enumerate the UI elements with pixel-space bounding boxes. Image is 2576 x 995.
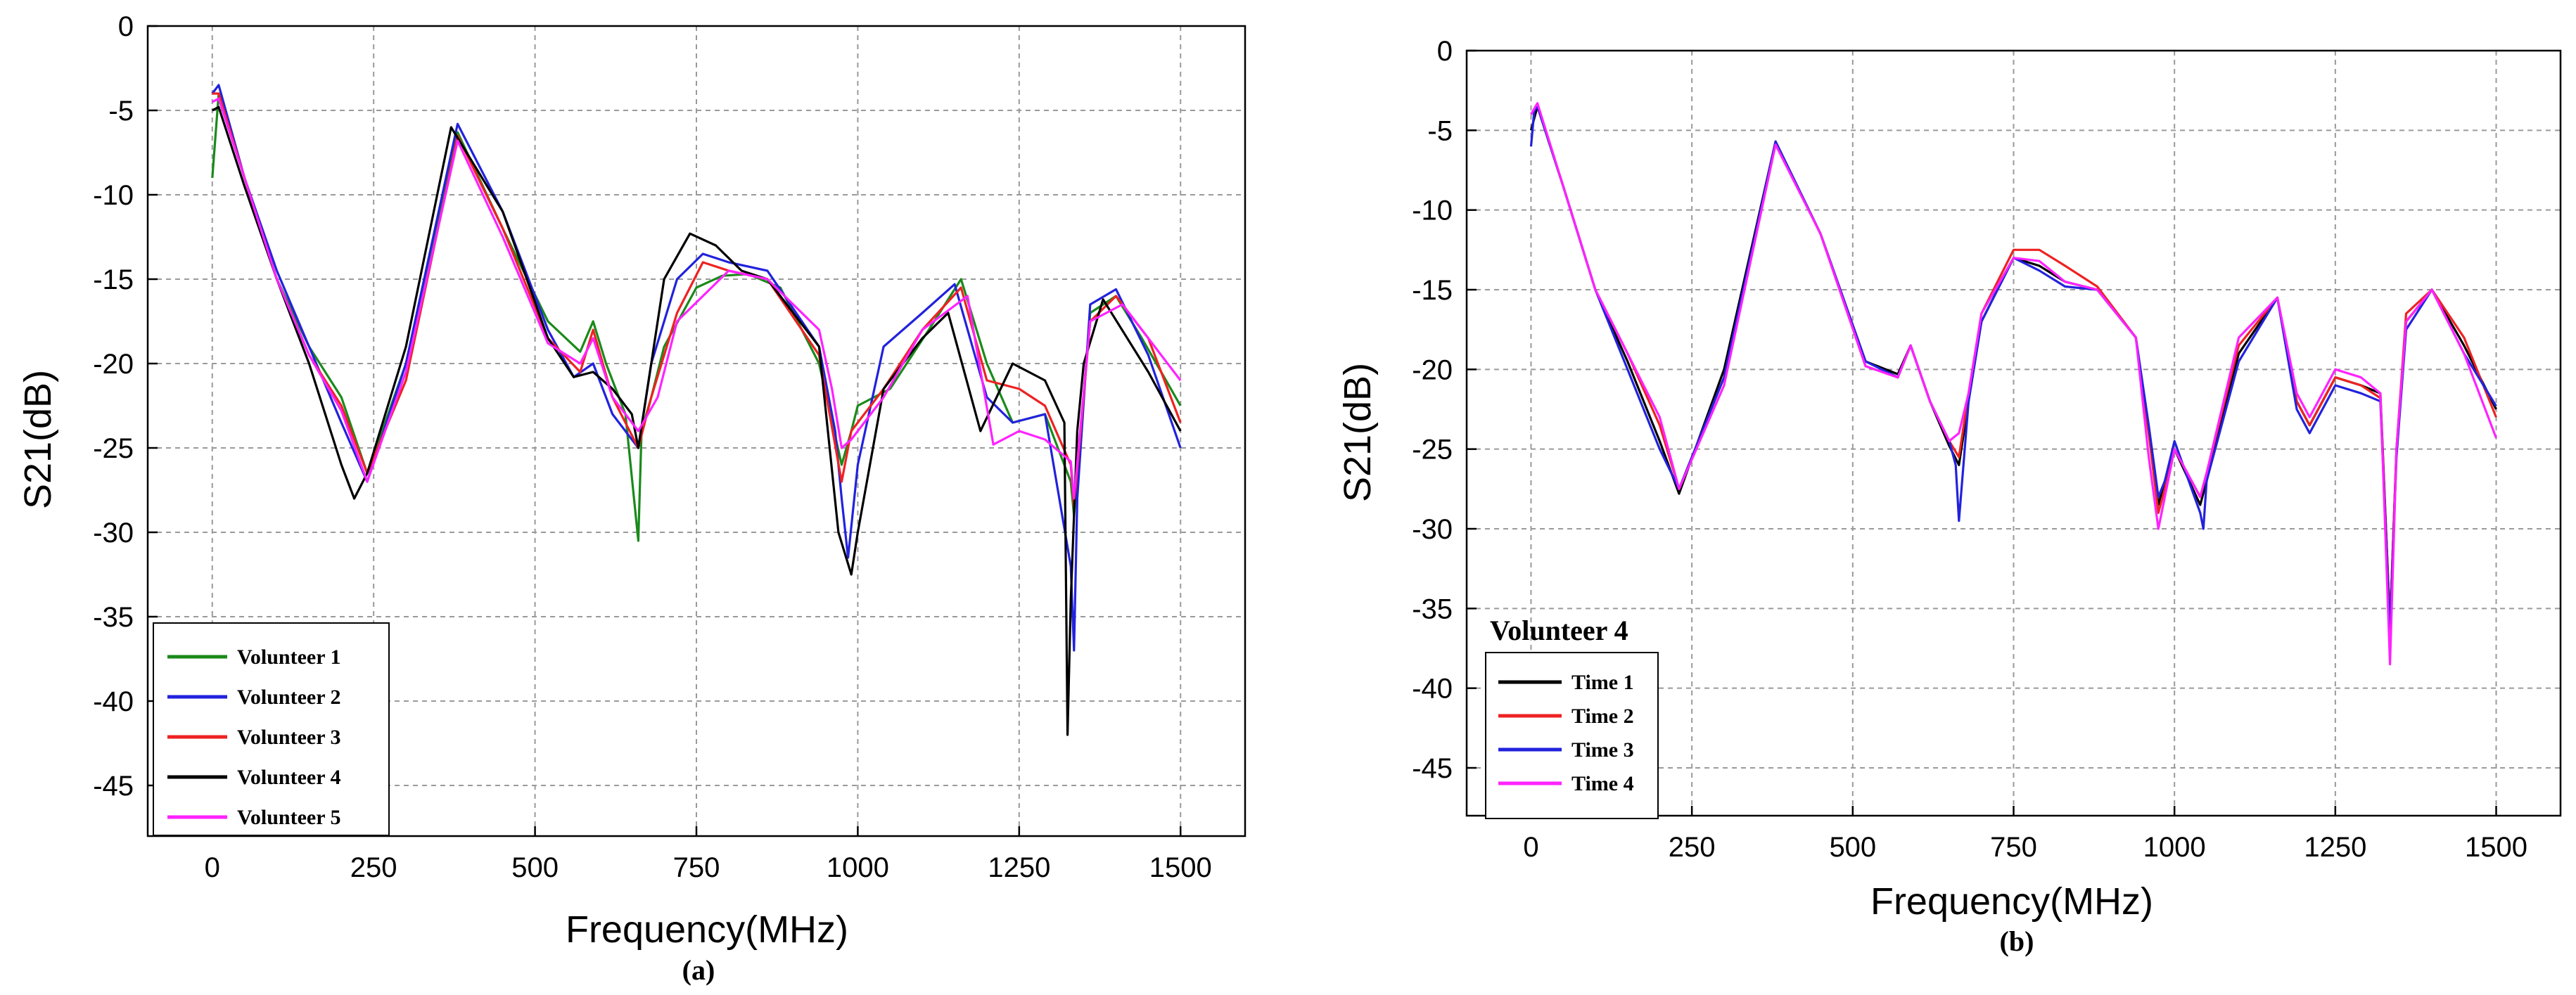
y-tick-label: -5	[108, 96, 134, 127]
x-tick-label: 250	[350, 852, 397, 883]
panel-b: 0 250 500 750 1000 1250 1500 0 -5 -10 -15 -20 -25 -30…	[1337, 36, 2562, 957]
x-axis-title: Frequency(MHz)	[1870, 880, 2153, 923]
y-axis-title: S21(dB)	[17, 370, 59, 509]
x-tick-label: 500	[1829, 832, 1876, 863]
y-tick-label: -30	[93, 518, 134, 548]
x-tick-label: 500	[511, 852, 559, 883]
y-tick-label: -15	[93, 264, 134, 295]
legend-label: Time 3	[1571, 738, 1634, 762]
x-tick-label: 750	[673, 852, 720, 883]
x-tick-label: 250	[1669, 832, 1716, 863]
legend-title-text: Volunteer 4	[1490, 615, 1628, 646]
y-tick-label: -10	[1412, 195, 1453, 226]
x-tick-label: 1000	[827, 852, 889, 883]
x-axis-title: Frequency(MHz)	[566, 909, 848, 951]
series-line	[212, 105, 1182, 736]
y-tick-label: -40	[1412, 674, 1453, 705]
y-tick-label: 0	[118, 11, 134, 42]
axis-ticks: 0 250 500 750 1000 1250 1500 0 -5 -10 -15 -20 -25 -30…	[1412, 36, 2527, 863]
legend-label: Volunteer 1	[237, 646, 341, 669]
y-tick-label: -45	[93, 771, 134, 802]
y-tick-label: -5	[1427, 115, 1453, 146]
panel-label: (a)	[682, 954, 715, 986]
x-tick-label: 750	[1990, 832, 2037, 863]
x-tick-label: 1250	[2304, 832, 2366, 863]
legend: Time 1 Time 2 Time 3 Time 4	[1485, 652, 1659, 819]
legend-label: Volunteer 5	[237, 806, 341, 829]
series-line	[1530, 102, 2497, 666]
y-tick-label: -40	[93, 686, 134, 717]
x-tick-label: 0	[205, 852, 220, 883]
series-line	[211, 92, 1182, 542]
plot-lines	[211, 84, 1182, 736]
x-tick-label: 1250	[988, 852, 1050, 883]
panel-label: (b)	[2000, 925, 2034, 957]
x-tick-label: 1500	[1149, 852, 1212, 883]
legend-label: Time 4	[1571, 772, 1634, 795]
x-tick-label: 0	[1523, 832, 1538, 863]
legend-label: Volunteer 3	[237, 726, 341, 749]
y-tick-label: -35	[1412, 593, 1453, 624]
y-tick-label: -45	[1412, 753, 1453, 784]
legend-label: Volunteer 2	[237, 686, 341, 709]
legend-title: Volunteer 4	[1490, 615, 1628, 646]
x-tick-label: 1500	[2465, 832, 2527, 863]
legend-label: Time 1	[1571, 671, 1634, 694]
grid	[148, 25, 1245, 836]
x-tick-label: 1000	[2143, 832, 2206, 863]
y-tick-label: -25	[1412, 435, 1453, 466]
legend-label: Time 2	[1571, 705, 1634, 728]
y-axis-title: S21(dB)	[1337, 363, 1379, 502]
axis-ticks: 0 250 500 750 1000 1250 1500 0 -5 -10 -15 -20 -25 -30…	[93, 11, 1212, 883]
series-line	[212, 97, 1182, 500]
y-tick-label: -20	[1412, 354, 1453, 385]
legend-box	[1485, 652, 1659, 819]
y-tick-label: -35	[93, 602, 134, 633]
y-tick-label: -10	[93, 180, 134, 211]
legend: Volunteer 1 Volunteer 2 Volunteer 3 Volunte…	[153, 622, 390, 836]
y-tick-label: -20	[93, 349, 134, 380]
y-tick-label: -30	[1412, 514, 1453, 545]
y-tick-label: -25	[93, 433, 134, 464]
y-tick-label: 0	[1437, 36, 1453, 67]
y-tick-label: -15	[1412, 275, 1453, 306]
panel-a: 0 250 500 750 1000 1250 1500 0 -5 -10 -15 -20 -25 -30…	[17, 11, 1246, 986]
legend-label: Volunteer 4	[237, 766, 341, 789]
plot-lines	[1529, 102, 2497, 666]
series-line	[212, 92, 1182, 508]
